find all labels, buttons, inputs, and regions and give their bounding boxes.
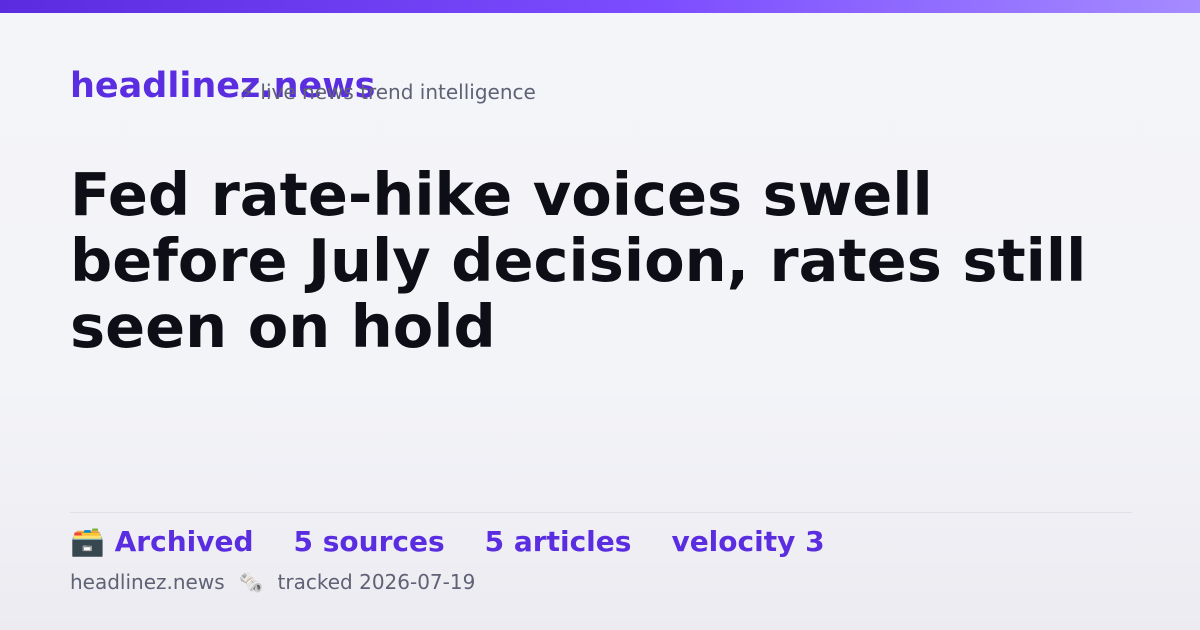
headline: Fed rate-hike voices swell before July d… (70, 160, 1087, 361)
tagline: ⚡ live news trend intelligence (240, 80, 536, 104)
sources: 5 sources (293, 525, 445, 558)
top-bar (0, 0, 1200, 13)
velocity: velocity 3 (671, 525, 825, 558)
status: 🗃️ Archived (70, 525, 254, 558)
footer-site: headlinez.news (70, 570, 225, 594)
footer-icon: 🗞️ (238, 570, 264, 594)
footer: headlinez.news 🗞️ tracked 2026-07-19 (70, 570, 475, 594)
stats: 🗃️ Archived 5 sources 5 articles velocit… (70, 525, 825, 558)
divider (70, 512, 1132, 513)
footer-tracked: tracked 2026-07-19 (277, 570, 476, 594)
brand: headlinez.news (70, 66, 376, 106)
articles: 5 articles (484, 525, 632, 558)
